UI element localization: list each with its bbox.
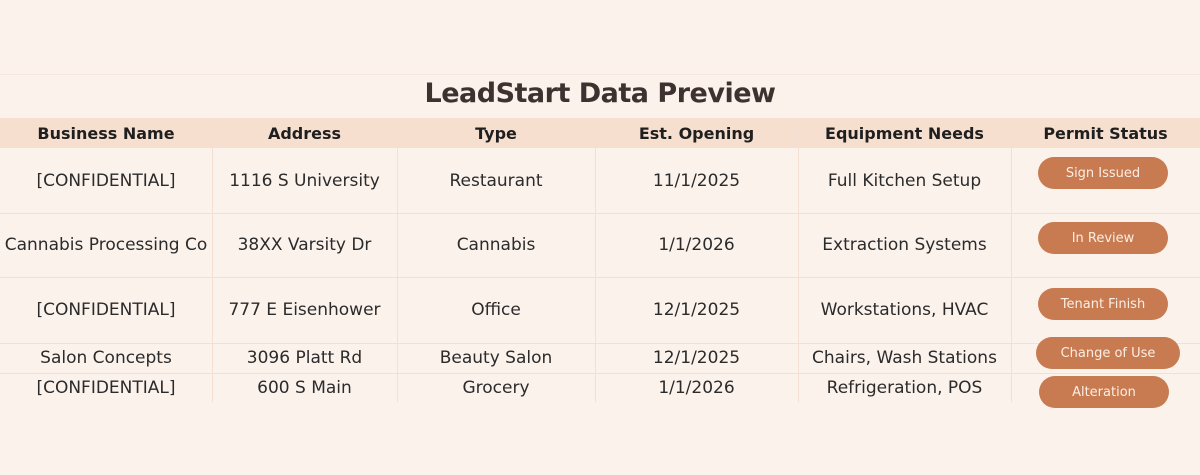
table-cell: Cannabis Processing Co: [4, 235, 208, 255]
table-cell: Chairs, Wash Stations: [812, 348, 997, 368]
table-cell: 1/1/2026: [658, 235, 735, 255]
table-cell: Workstations, HVAC: [820, 300, 989, 320]
table-cell: 38XX Varsity Dr: [237, 235, 372, 255]
table-cell: Restaurant: [449, 170, 543, 191]
column-divider: [1011, 118, 1012, 402]
column-divider: [212, 118, 213, 402]
row-divider: [0, 213, 1200, 214]
column-divider: [798, 118, 799, 402]
row-divider: [0, 373, 1200, 374]
column-divider: [397, 118, 398, 402]
table-cell: Extraction Systems: [822, 235, 987, 255]
top-divider: [0, 74, 1200, 75]
permit-status-badge[interactable]: In Review: [1038, 222, 1168, 254]
table-cell: Beauty Salon: [439, 348, 553, 368]
table-cell: 12/1/2025: [652, 300, 741, 320]
permit-status-badge[interactable]: Alteration: [1039, 376, 1169, 408]
permit-status-badge[interactable]: Change of Use: [1036, 337, 1180, 369]
table-cell: Full Kitchen Setup: [827, 170, 982, 191]
table-cell: 600 S Main: [257, 377, 352, 398]
table-cell: Salon Concepts: [40, 348, 172, 368]
column-header: Est. Opening: [638, 123, 755, 143]
table-cell: 3096 Platt Rd: [246, 348, 363, 368]
column-header: Address: [267, 123, 342, 143]
column-divider: [595, 118, 596, 402]
column-header: Equipment Needs: [825, 123, 984, 143]
page-title: LeadStart Data Preview: [424, 78, 776, 109]
table-cell: [CONFIDENTIAL]: [36, 377, 176, 398]
column-header: Type: [475, 123, 517, 143]
table-cell: Refrigeration, POS: [826, 377, 983, 398]
table-cell: Grocery: [462, 377, 530, 398]
column-header: Permit Status: [1043, 123, 1168, 143]
permit-status-badge[interactable]: Sign Issued: [1038, 157, 1168, 189]
table-cell: [CONFIDENTIAL]: [36, 170, 176, 191]
table-cell: 11/1/2025: [652, 170, 741, 191]
column-header: Business Name: [37, 123, 175, 143]
table-cell: Cannabis: [456, 235, 536, 255]
table-cell: 12/1/2025: [652, 348, 741, 368]
row-divider: [0, 277, 1200, 278]
table-cell: [CONFIDENTIAL]: [36, 300, 176, 320]
table-cell: 777 E Eisenhower: [228, 300, 381, 320]
permit-status-badge[interactable]: Tenant Finish: [1038, 288, 1168, 320]
table-header: [0, 118, 1200, 148]
table-cell: 1116 S University: [229, 170, 380, 191]
table-cell: 1/1/2026: [658, 377, 735, 398]
table-cell: Office: [471, 300, 521, 320]
row-divider: [0, 343, 1200, 344]
